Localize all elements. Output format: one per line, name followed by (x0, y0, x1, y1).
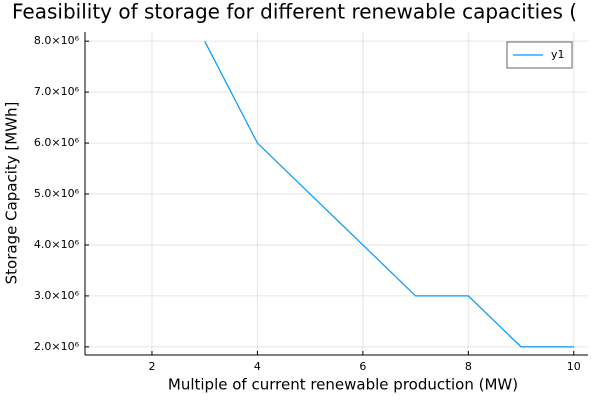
chart-title: Feasibility of storage for different ren… (12, 0, 577, 24)
y-tick-label: 3.0×10⁶ (34, 289, 80, 302)
y-tick-label: 6.0×10⁶ (34, 136, 80, 149)
y-tick-label: 8.0×10⁶ (34, 34, 80, 47)
x-tick-label: 10 (567, 360, 581, 373)
y-tick-label: 7.0×10⁶ (34, 85, 80, 98)
y-axis-label: Storage Capacity [MWh] (3, 102, 21, 285)
y-tick-label: 5.0×10⁶ (34, 187, 80, 200)
x-tick-label: 4 (254, 360, 261, 373)
y-tick-label: 2.0×10⁶ (34, 340, 80, 353)
x-tick-label: 6 (359, 360, 366, 373)
data-line (204, 40, 574, 348)
x-tick-label: 8 (465, 360, 472, 373)
x-axis-label: Multiple of current renewable production… (168, 376, 518, 394)
legend-label: y1 (551, 48, 565, 61)
y-tick-label: 4.0×10⁶ (34, 238, 80, 251)
x-tick-label: 2 (148, 360, 155, 373)
